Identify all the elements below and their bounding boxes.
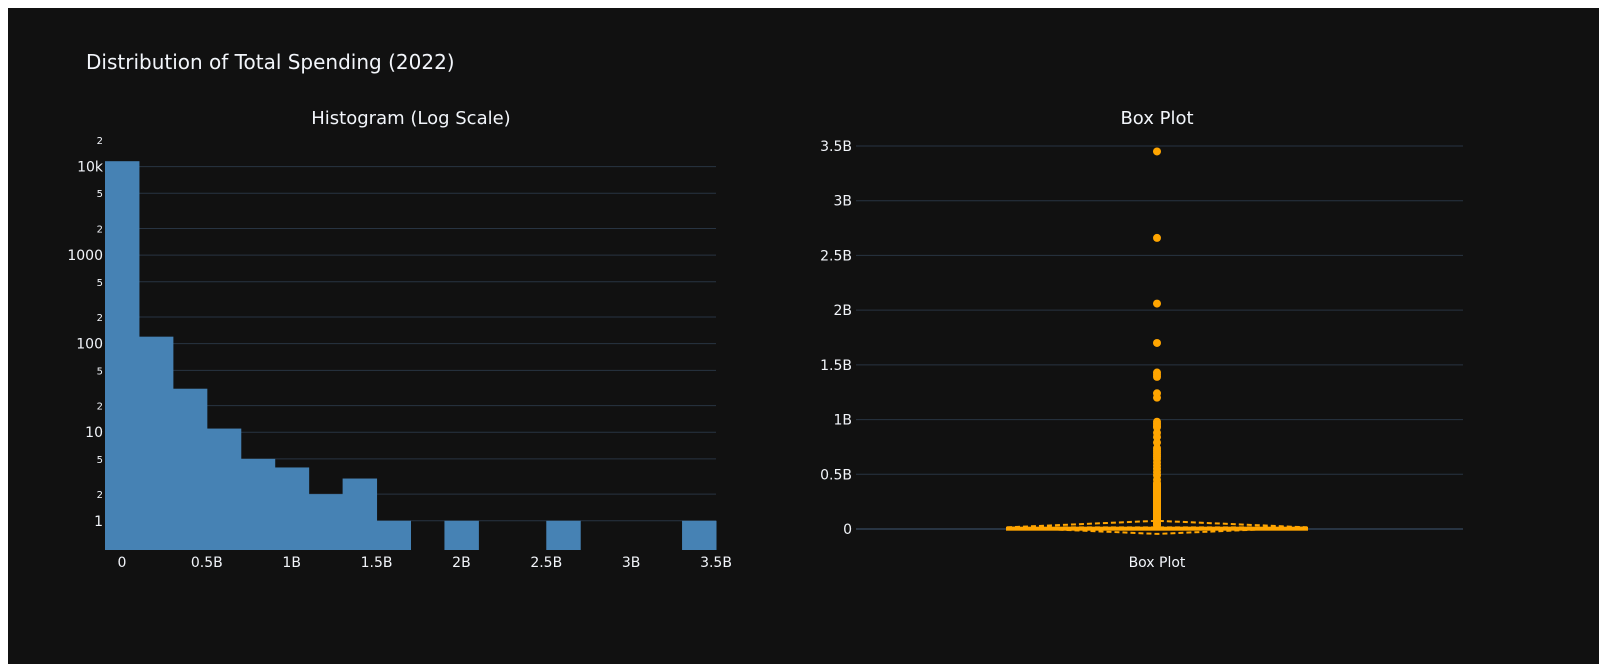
histogram-subtitle: Histogram (Log Scale) [311, 108, 510, 129]
histogram-y-tick-label: 2 [97, 136, 103, 147]
histogram-y-tick-label: 2 [97, 313, 103, 324]
boxplot-outlier-point [1153, 438, 1161, 447]
chart-title: Distribution of Total Spending (2022) [86, 50, 455, 74]
boxplot-y-tick-label: 0 [843, 522, 852, 538]
histogram-bars [105, 161, 717, 550]
boxplot-y-tick-label: 3B [833, 194, 852, 210]
histogram-bar [274, 467, 310, 550]
boxplot-y-tick-label: 3.5B [820, 139, 852, 155]
boxplot-outlier-point [1153, 433, 1161, 442]
histogram-bar [138, 336, 174, 550]
histogram-bar [546, 520, 581, 550]
boxplot-y-tick-labels: 0 0.5B 1B 1.5B 2B 2.5B 3B 3.5B [820, 139, 852, 538]
histogram-y-tick-label: 10k [77, 160, 104, 176]
histogram-y-tick-label: 100 [76, 337, 103, 353]
histogram-x-tick-label: 0 [118, 555, 127, 571]
histogram-y-tick-label: 5 [97, 189, 103, 200]
boxplot-y-tick-label: 2B [833, 303, 852, 319]
histogram-y-tick-labels: 1 10 100 1000 10k 2 5 2 5 2 5 2 5 2 [67, 136, 104, 530]
histogram-y-tick-label: 5 [97, 366, 103, 377]
boxplot-y-tick-label: 0.5B [820, 467, 852, 483]
chart-background [8, 8, 1599, 664]
histogram-x-tick-label: 3.5B [700, 555, 732, 571]
boxplot-y-tick-label: 2.5B [820, 248, 852, 264]
histogram-x-tick-label: 0.5B [191, 555, 223, 571]
histogram-bar [240, 458, 276, 550]
histogram-y-tick-label: 2 [97, 224, 103, 235]
boxplot-outlier-point [1153, 299, 1161, 308]
histogram-x-tick-label: 1.5B [361, 555, 393, 571]
histogram-x-tick-label: 3B [622, 555, 641, 571]
histogram-x-tick-label: 2.5B [530, 555, 562, 571]
histogram-bar [376, 520, 411, 550]
histogram-bar [682, 520, 717, 550]
histogram-bar [342, 478, 378, 550]
histogram-bar [308, 494, 344, 550]
boxplot-outlier-point [1153, 393, 1161, 402]
histogram-y-tick-label: 5 [97, 278, 103, 289]
histogram-x-tick-labels: 0 0.5B 1B 1.5B 2B 2.5B 3B 3.5B [118, 555, 732, 571]
boxplot-outlier-point [1153, 520, 1161, 529]
histogram-x-tick-label: 2B [452, 555, 471, 571]
boxplot-outlier-points [1153, 147, 1161, 529]
histogram-y-tick-label: 1 [94, 514, 103, 530]
boxplot-y-tick-label: 1.5B [820, 358, 852, 374]
histogram-bar [206, 428, 242, 550]
histogram-y-tick-label: 1000 [67, 248, 103, 264]
histogram-bar [444, 520, 479, 550]
histogram-y-tick-label: 10 [85, 425, 103, 441]
histogram-bar [105, 161, 140, 550]
boxplot-category-label: Box Plot [1129, 555, 1186, 571]
histogram-y-tick-label: 2 [97, 402, 103, 413]
histogram-x-tick-label: 1B [282, 555, 301, 571]
histogram-y-tick-label: 5 [97, 455, 103, 466]
boxplot-outlier-point [1153, 233, 1161, 242]
boxplot-outlier-point [1153, 372, 1161, 381]
boxplot-y-tick-label: 1B [833, 413, 852, 429]
histogram-y-tick-label: 2 [97, 490, 103, 501]
boxplot-outlier-point [1153, 338, 1161, 347]
boxplot-outlier-point [1153, 423, 1161, 432]
boxplot-outlier-point [1153, 147, 1161, 156]
boxplot-subtitle: Box Plot [1120, 108, 1193, 129]
histogram-bar [172, 388, 208, 550]
